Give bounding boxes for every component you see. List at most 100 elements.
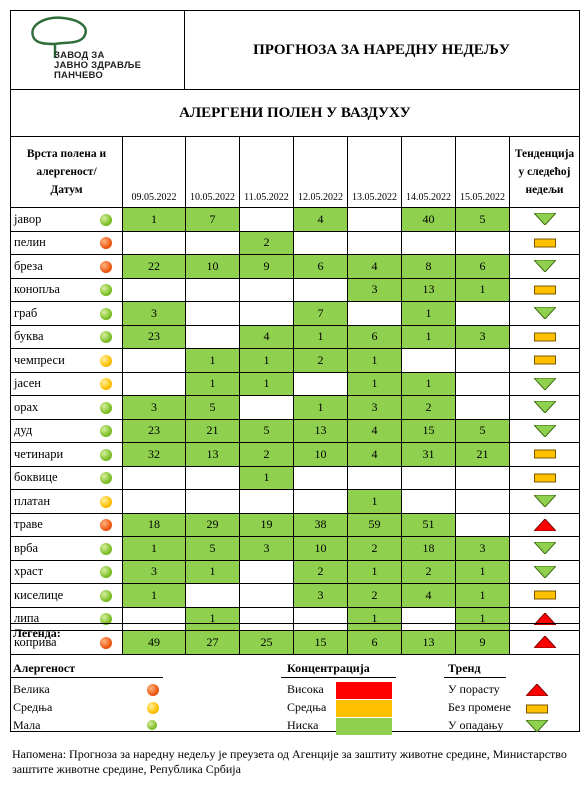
table-header-row: Врста полена и алергеност/Датум 09.05.2022… bbox=[11, 136, 579, 208]
pollen-name: бреза bbox=[14, 258, 43, 273]
concentration-cell: 1 bbox=[240, 466, 294, 490]
trend-cell bbox=[510, 537, 579, 561]
concentration-cell: 1 bbox=[348, 607, 402, 631]
table-row: чемпреси 1 1 2 1 bbox=[11, 349, 579, 373]
concentration-cell: 4 bbox=[402, 584, 456, 608]
concentration-cell bbox=[402, 231, 456, 255]
pollen-name: храст bbox=[14, 564, 44, 579]
low-allergen-dot-icon bbox=[100, 213, 112, 226]
concentration-cell bbox=[123, 607, 186, 631]
concentration-cell bbox=[240, 396, 294, 420]
legend-conc-medium: Средња bbox=[287, 700, 327, 714]
concentration-cell bbox=[456, 231, 510, 255]
trend-cell bbox=[510, 349, 579, 373]
concentration-cell: 3 bbox=[123, 560, 186, 584]
trend-cell bbox=[510, 514, 579, 537]
low-allergen-dot-icon bbox=[100, 307, 112, 320]
concentration-cell: 5 bbox=[240, 419, 294, 443]
concentration-cell: 25 bbox=[240, 631, 294, 655]
table-row: врба 1 5 3 10 2 18 3 bbox=[11, 537, 579, 561]
low-allergen-dot-icon bbox=[100, 284, 112, 297]
concentration-cell: 4 bbox=[240, 325, 294, 349]
trend-down-icon bbox=[533, 260, 556, 273]
logo-line-1: ЗАВОД ЗА bbox=[54, 50, 105, 61]
pollen-name-cell: јавор bbox=[11, 208, 123, 232]
trend-cell bbox=[510, 373, 579, 396]
table-row: граб 3 7 1 bbox=[11, 302, 579, 326]
concentration-cell: 38 bbox=[294, 513, 348, 537]
concentration-cell bbox=[348, 208, 402, 232]
concentration-cell: 9 bbox=[456, 631, 510, 655]
legend-allergen-title: Алергеност bbox=[13, 661, 76, 675]
trend-header-line: Тенденција bbox=[514, 147, 575, 160]
table-row: орах 3 5 1 3 2 bbox=[11, 396, 579, 420]
concentration-cell: 7 bbox=[294, 302, 348, 326]
footnote: Напомена: Прогноза за наредну недељу је … bbox=[12, 747, 567, 776]
pollen-name: орах bbox=[14, 399, 39, 414]
table-row: храст 3 1 2 1 2 1 bbox=[11, 560, 579, 584]
concentration-cell: 1 bbox=[456, 607, 510, 631]
concentration-cell: 40 bbox=[402, 208, 456, 232]
concentration-cell bbox=[240, 208, 294, 232]
pollen-name: пелин bbox=[14, 235, 46, 250]
date-header: 15.05.2022 bbox=[456, 136, 510, 208]
medium-allergen-dot-icon bbox=[100, 354, 112, 367]
concentration-cell: 2 bbox=[402, 396, 456, 420]
pollen-type-header-line: алергеност/ bbox=[36, 165, 97, 178]
institute-logo: ЗАВОД ЗА ЈАВНО ЗДРАВЉЕ ПАНЧЕВО bbox=[11, 11, 185, 89]
concentration-cell: 5 bbox=[186, 537, 240, 561]
concentration-cell: 5 bbox=[456, 208, 510, 232]
concentration-cell: 1 bbox=[348, 349, 402, 373]
concentration-cell bbox=[123, 466, 186, 490]
high-concentration-swatch bbox=[336, 682, 392, 699]
page-title: ПРОГНОЗА ЗА НАРЕДНУ НЕДЕЉУ bbox=[253, 41, 510, 58]
concentration-cell bbox=[186, 466, 240, 490]
date-header: 11.05.2022 bbox=[240, 136, 294, 208]
table-row: киселице 1 3 2 4 1 bbox=[11, 584, 579, 608]
concentration-cell bbox=[240, 560, 294, 584]
pollen-name-cell: орах bbox=[11, 396, 123, 420]
pollen-type-header-line: Врста полена и bbox=[26, 147, 107, 160]
concentration-cell: 3 bbox=[294, 584, 348, 608]
trend-same-icon bbox=[533, 449, 556, 459]
low-allergen-dot-icon bbox=[100, 401, 112, 414]
concentration-cell: 1 bbox=[402, 325, 456, 349]
concentration-cell: 1 bbox=[186, 372, 240, 396]
legend-allergen-high: Велика bbox=[13, 682, 50, 696]
logo-icon bbox=[31, 16, 88, 58]
concentration-cell: 4 bbox=[294, 208, 348, 232]
concentration-cell: 15 bbox=[294, 631, 348, 655]
trend-same-icon bbox=[533, 285, 556, 295]
concentration-cell: 5 bbox=[456, 419, 510, 443]
date-header: 13.05.2022 bbox=[348, 136, 402, 208]
concentration-cell bbox=[456, 513, 510, 537]
medium-allergen-dot-icon bbox=[100, 495, 112, 508]
concentration-cell: 15 bbox=[402, 419, 456, 443]
pollen-type-header-line: Датум bbox=[50, 183, 83, 196]
pollen-type-header: Врста полена и алергеност/Датум bbox=[11, 136, 123, 208]
concentration-cell: 1 bbox=[456, 560, 510, 584]
trend-down-icon bbox=[533, 213, 556, 226]
concentration-cell: 3 bbox=[456, 537, 510, 561]
concentration-cell bbox=[294, 231, 348, 255]
concentration-cell: 2 bbox=[402, 560, 456, 584]
concentration-cell bbox=[348, 302, 402, 326]
trend-up-icon bbox=[526, 684, 548, 696]
concentration-cell bbox=[123, 490, 186, 514]
low-allergen-dot-icon bbox=[100, 331, 112, 344]
concentration-cell bbox=[123, 231, 186, 255]
concentration-cell: 13 bbox=[402, 278, 456, 302]
date-header: 09.05.2022 bbox=[123, 136, 186, 208]
concentration-cell bbox=[456, 349, 510, 373]
concentration-cell: 1 bbox=[240, 372, 294, 396]
legend-concentration-title: Концентрација bbox=[287, 661, 370, 675]
concentration-cell: 6 bbox=[456, 255, 510, 279]
pollen-name: киселице bbox=[14, 587, 64, 602]
concentration-cell bbox=[123, 372, 186, 396]
concentration-cell bbox=[294, 278, 348, 302]
pollen-name-cell: траве bbox=[11, 513, 123, 537]
high-allergen-dot-icon bbox=[100, 519, 112, 532]
concentration-cell bbox=[186, 302, 240, 326]
pollen-name-cell: буква bbox=[11, 325, 123, 349]
concentration-cell bbox=[240, 302, 294, 326]
